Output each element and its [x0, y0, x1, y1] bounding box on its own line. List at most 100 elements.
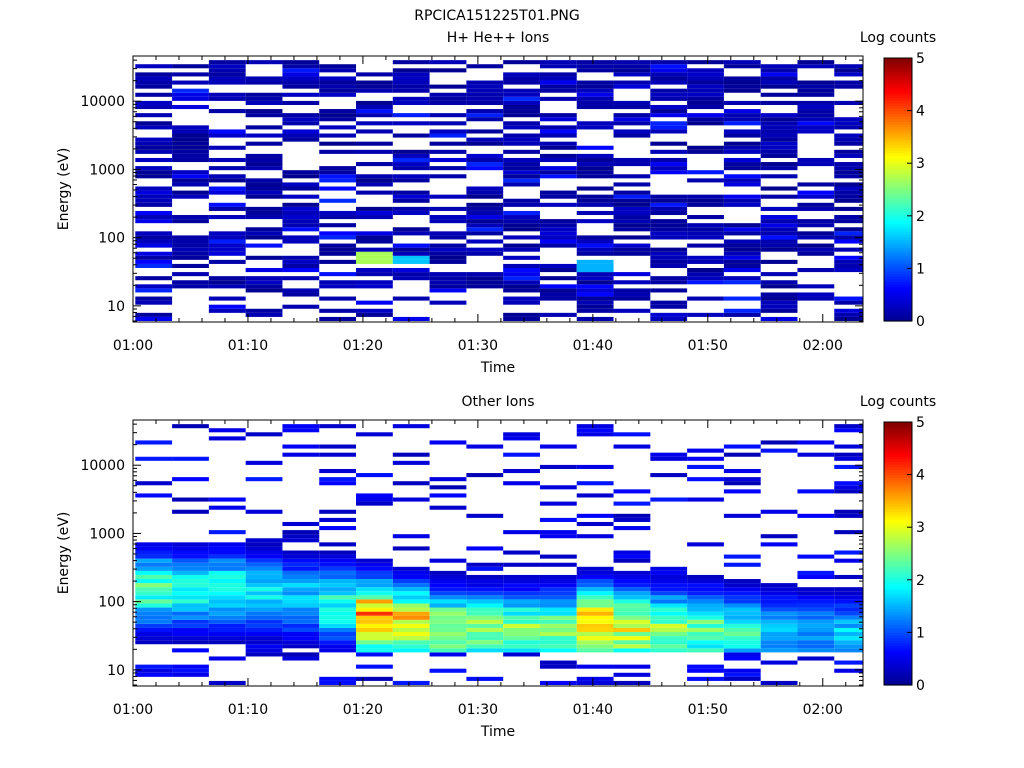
spectrogram-cell: [760, 141, 798, 146]
colorbar-segment: [884, 603, 912, 607]
colorbar-segment: [884, 173, 912, 177]
spectrogram-cell: [723, 615, 761, 620]
spectrogram-cell: [466, 231, 504, 236]
spectrogram-cell: [723, 194, 761, 199]
spectrogram-cell: [687, 276, 724, 281]
spectrogram-cell: [539, 632, 577, 637]
spectrogram-cell: [392, 194, 430, 199]
spectrogram-cell: [834, 481, 863, 486]
colorbar-segment: [884, 679, 912, 683]
spectrogram-cell: [245, 432, 283, 437]
colorbar-segment: [884, 640, 912, 644]
colorbar-segment: [884, 163, 912, 167]
colorbar-segment: [884, 590, 912, 594]
spectrogram-cell: [613, 129, 651, 134]
spectrogram-cell: [723, 145, 761, 150]
spectrogram-cell: [797, 284, 835, 289]
colorbar-segment: [884, 97, 912, 101]
spectrogram-cell: [429, 623, 467, 628]
colorbar-segment: [884, 671, 912, 676]
colorbar-segment: [884, 656, 912, 660]
spectrogram-cell: [576, 424, 614, 429]
spectrogram-cell: [613, 526, 651, 531]
spectrogram-cell: [356, 272, 393, 277]
spectrogram-cell: [282, 255, 320, 260]
spectrogram-cell: [135, 636, 173, 641]
spectrogram-cell: [208, 554, 246, 559]
spectrogram-cell: [208, 157, 246, 163]
spectrogram-cell: [760, 247, 798, 252]
spectrogram-cell: [687, 623, 724, 628]
spectrogram-cell: [650, 263, 688, 269]
colorbar-tick-label: 3: [916, 156, 925, 172]
spectrogram-cell: [539, 292, 577, 297]
spectrogram-cell: [503, 595, 540, 600]
spectrogram-cell: [503, 652, 540, 657]
spectrogram-cell: [650, 227, 688, 232]
spectrogram-cell: [650, 251, 688, 256]
spectrogram-cell: [392, 583, 430, 588]
spectrogram-cell: [797, 92, 835, 97]
spectrogram-cell: [282, 603, 320, 608]
spectrogram-cell: [539, 627, 577, 633]
colorbar-segment: [884, 487, 912, 491]
spectrogram-cell: [797, 268, 835, 273]
spectrogram-cell: [429, 129, 467, 134]
spectrogram-cell: [576, 619, 614, 624]
spectrogram-cell: [135, 296, 173, 301]
plot-frame: [132, 419, 864, 687]
spectrogram-cell: [392, 640, 430, 645]
spectrogram-cell: [723, 668, 761, 673]
spectrogram-cell: [392, 162, 430, 167]
spectrogram-cell: [466, 619, 504, 624]
panel-title: H+ He++ Ions: [447, 30, 550, 46]
spectrogram-cell: [576, 623, 614, 628]
spectrogram-cell: [466, 80, 504, 85]
spectrogram-cell: [834, 235, 863, 240]
spectrogram-cell: [576, 64, 614, 69]
spectrogram-cell: [172, 80, 209, 85]
spectrogram-cell: [135, 251, 173, 256]
spectrogram-cell: [466, 280, 504, 285]
spectrogram-cell: [760, 296, 798, 301]
colorbar-segment: [884, 437, 912, 442]
colorbar-segment: [884, 221, 912, 225]
spectrogram-cell: [797, 611, 835, 616]
spectrogram-cell: [834, 133, 863, 138]
spectrogram-cell: [503, 632, 540, 637]
spectrogram-cell: [539, 276, 577, 281]
spectrogram-cell: [172, 587, 209, 592]
spectrogram-cell: [723, 468, 761, 474]
spectrogram-cell: [356, 104, 393, 110]
spectrogram-cell: [466, 96, 504, 101]
spectrogram-cell: [208, 235, 246, 240]
spectrogram-cell: [208, 505, 246, 510]
spectrogram-cell: [613, 80, 651, 85]
spectrogram-cell: [797, 223, 835, 228]
spectrogram-cell: [576, 599, 614, 604]
colorbar-segment: [884, 645, 912, 649]
spectrogram-cell: [797, 595, 835, 600]
colorbar-segment: [884, 102, 912, 106]
spectrogram-cell: [208, 619, 246, 624]
spectrogram-cell: [687, 145, 724, 150]
spectrogram-cell: [392, 619, 430, 624]
spectrogram-cell: [613, 243, 651, 248]
spectrogram-cell: [429, 607, 467, 612]
spectrogram-cell: [539, 288, 577, 293]
spectrogram-cell: [392, 546, 430, 551]
spectrogram-cell: [429, 235, 467, 240]
spectrogram-cell: [429, 113, 467, 118]
spectrogram-cell: [723, 263, 761, 269]
spectrogram-cell: [834, 247, 863, 252]
spectrogram-cell: [466, 276, 504, 281]
x-tick-label: 01:40: [573, 702, 613, 718]
spectrogram-cell: [687, 272, 724, 277]
spectrogram-cell: [208, 166, 246, 171]
spectrogram-cell: [613, 219, 651, 224]
spectrogram-cell: [834, 607, 863, 612]
spectrogram-cell: [503, 92, 540, 97]
colorbar-segment: [884, 598, 912, 602]
spectrogram-cell: [392, 603, 430, 608]
